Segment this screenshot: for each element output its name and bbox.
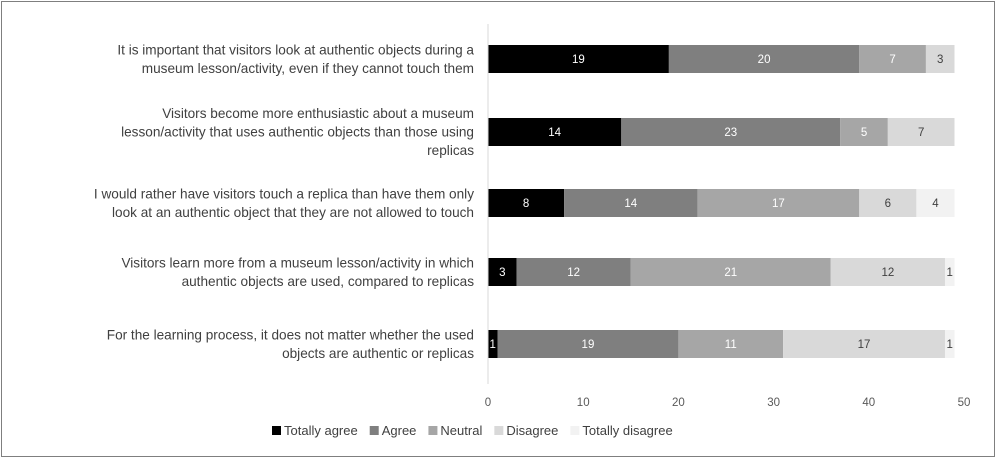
- legend-label: Agree: [382, 423, 417, 438]
- legend-label: Totally agree: [284, 423, 358, 438]
- x-tick-label: 50: [958, 397, 971, 409]
- data-label: 11: [725, 339, 737, 351]
- legend-label: Disagree: [506, 423, 558, 438]
- category-label: Visitors become more enthusiastic about …: [121, 106, 474, 158]
- legend-swatch: [428, 426, 438, 435]
- data-label: 6: [885, 198, 891, 210]
- category-label-line: lesson/activity that uses authentic obje…: [121, 125, 474, 140]
- data-label: 3: [937, 54, 943, 66]
- category-label-line: replicas: [427, 143, 474, 158]
- data-label: 12: [567, 267, 580, 279]
- x-tick-label: 0: [485, 397, 491, 409]
- bar-segment: [488, 189, 565, 217]
- bar-segment: [925, 45, 955, 73]
- data-label: 5: [861, 127, 867, 139]
- bar-segment: [887, 118, 955, 146]
- bar-segment: [668, 45, 860, 73]
- category-label: I would rather have visitors touch a rep…: [94, 186, 474, 220]
- x-tick-label: 10: [577, 397, 590, 409]
- legend: Totally agree Agree Neutral Disagree Totally…: [272, 423, 673, 438]
- category-label-line: Visitors become more enthusiastic about …: [162, 106, 474, 121]
- data-label: 1: [947, 339, 953, 351]
- bar-segment: [783, 330, 945, 358]
- bar-segment: [488, 330, 498, 358]
- category-labels: It is important that visitors look at au…: [94, 42, 475, 361]
- category-label: Visitors learn more from a museum lesson…: [121, 255, 474, 289]
- bar-segment: [859, 189, 917, 217]
- data-label: 8: [523, 198, 529, 210]
- bar-segment: [830, 258, 945, 286]
- bar-segment: [621, 118, 841, 146]
- bar-segment: [488, 258, 517, 286]
- bar-segment: [630, 258, 831, 286]
- bar-segment: [564, 189, 698, 217]
- legend-swatch: [272, 426, 281, 435]
- x-tick-label: 40: [862, 397, 875, 409]
- data-label: 19: [582, 339, 595, 351]
- data-label: 17: [858, 339, 871, 351]
- data-label: 14: [624, 198, 637, 210]
- x-tick-label: 20: [672, 397, 685, 409]
- bar-segment: [497, 330, 679, 358]
- category-label-line: Visitors learn more from a museum lesson…: [121, 255, 474, 270]
- data-label: 12: [881, 267, 894, 279]
- legend-swatch: [369, 426, 379, 435]
- data-label: 23: [724, 127, 737, 139]
- bars: 19 20 7 314 23 5 78 14 17 6 43 12 21 12 11 19 11 17 1: [488, 45, 955, 358]
- data-label: 7: [889, 54, 895, 66]
- data-label: 7: [918, 127, 924, 139]
- category-label-line: For the learning process, it does not ma…: [107, 327, 474, 342]
- category-label-line: museum lesson/activity, even if they can…: [142, 61, 474, 76]
- category-label-line: authentic objects are used, compared to …: [182, 274, 475, 289]
- category-label-line: look at an authentic object that they ar…: [112, 205, 474, 220]
- bar-segment: [944, 258, 955, 286]
- data-label: 1: [947, 267, 953, 279]
- bar-segment: [697, 189, 860, 217]
- bar-segment: [840, 118, 888, 146]
- x-tick-label: 30: [767, 397, 780, 409]
- legend-swatch: [570, 426, 580, 435]
- data-label: 1: [490, 339, 496, 351]
- category-label: For the learning process, it does not ma…: [107, 327, 474, 361]
- legend-swatch: [494, 426, 504, 435]
- category-label: It is important that visitors look at au…: [117, 42, 474, 76]
- bar-segment: [488, 118, 622, 146]
- bar-segment: [678, 330, 784, 358]
- data-label: 14: [548, 127, 561, 139]
- data-label: 21: [724, 267, 737, 279]
- category-label-line: It is important that visitors look at au…: [117, 42, 474, 57]
- bar-segment: [859, 45, 926, 73]
- data-label: 20: [758, 54, 771, 66]
- bar-segment: [516, 258, 631, 286]
- data-label: 3: [499, 267, 505, 279]
- data-label: 17: [772, 198, 785, 210]
- category-label-line: objects are authentic or replicas: [282, 346, 474, 361]
- data-label: 19: [572, 54, 585, 66]
- legend-label: Neutral: [440, 423, 482, 438]
- x-axis-ticks: 0 10 20 30 40 50: [485, 397, 971, 409]
- bar-segment: [488, 45, 669, 73]
- legend-label: Totally disagree: [582, 423, 672, 438]
- category-label-line: I would rather have visitors touch a rep…: [94, 186, 474, 201]
- bar-segment: [944, 330, 955, 358]
- data-label: 4: [932, 198, 939, 210]
- bar-segment: [916, 189, 955, 217]
